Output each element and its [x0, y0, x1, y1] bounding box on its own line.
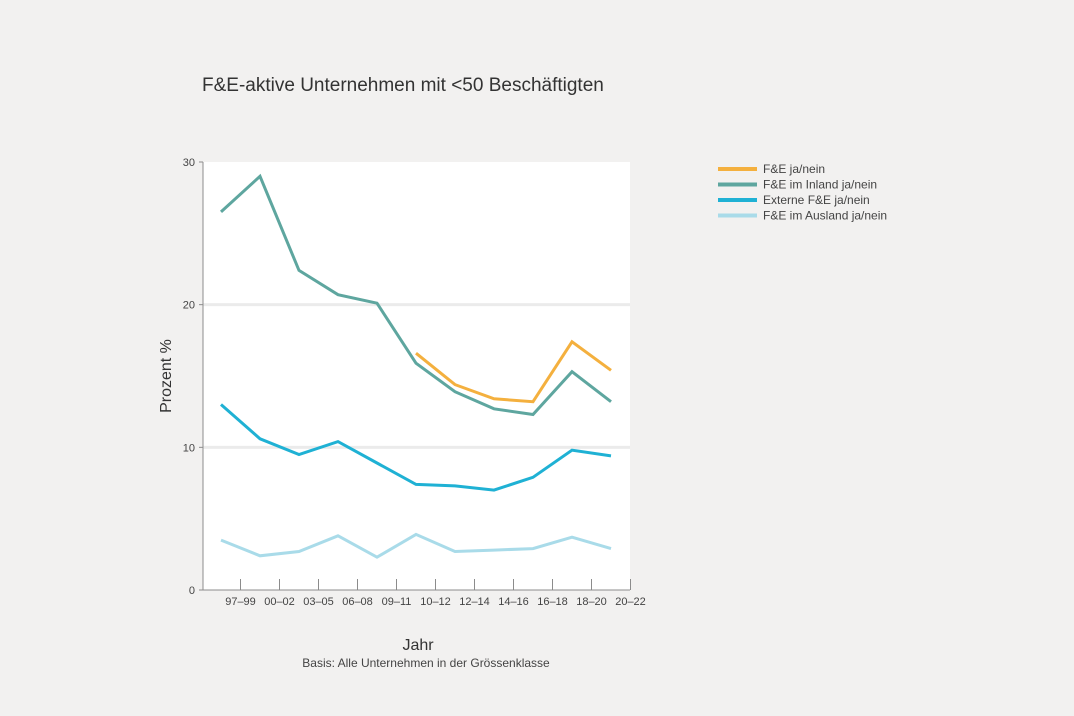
- x-tick-label-20–22: 20–22: [615, 596, 646, 608]
- y-tick-label-20: 20: [183, 300, 195, 312]
- x-tick-label-18–20: 18–20: [576, 596, 607, 608]
- series-line-2: [220, 403, 612, 492]
- grid-lines: [203, 303, 630, 449]
- plot-area: [203, 162, 630, 590]
- y-tick-label-0: 0: [189, 585, 195, 597]
- series-line-0: [415, 339, 612, 404]
- chart-title: F&E-aktive Unternehmen mit <50 Beschäfti…: [202, 75, 604, 96]
- x-tick-labels: 97–99 00–02 03–05 06–08 09–11 10–12 12–14 14–16…: [225, 596, 646, 608]
- series-lines: [219, 173, 612, 559]
- x-tick-label-16–18: 16–18: [537, 596, 568, 608]
- x-tick-label-00–02: 00–02: [264, 596, 295, 608]
- legend-label-2: Externe F&E ja/nein: [763, 193, 870, 207]
- axes: [199, 161, 631, 591]
- y-tick-labels: 0 10 20 30: [183, 157, 195, 597]
- y-tick-label-30: 30: [183, 157, 195, 169]
- plot-background: [203, 162, 630, 590]
- series-line-3: [220, 532, 612, 559]
- y-tick-label-10: 10: [183, 442, 195, 454]
- legend: F&E ja/nein F&E im Inland ja/neinExterne …: [718, 162, 887, 223]
- x-tick-label-06–08: 06–08: [342, 596, 373, 608]
- x-tick-label-14–16: 14–16: [498, 596, 529, 608]
- legend-label-3: F&E im Ausland ja/nein: [763, 209, 887, 223]
- x-tick-label-12–14: 12–14: [459, 596, 490, 608]
- x-tick-label-03–05: 03–05: [303, 596, 334, 608]
- x-tick-label-97–99: 97–99: [225, 596, 256, 608]
- legend-label-1: F&E im Inland ja/nein: [763, 178, 877, 192]
- y-axis-title: Prozent %: [158, 339, 175, 413]
- x-tick-label-09–11: 09–11: [382, 596, 412, 608]
- basis-note: Basis: Alle Unternehmen in der Grössenkl…: [302, 656, 550, 670]
- series-line-1: [219, 173, 612, 417]
- x-axis-title: Jahr: [402, 637, 434, 654]
- legend-label-0: F&E ja/nein: [763, 162, 825, 176]
- x-tick-label-10–12: 10–12: [420, 596, 451, 608]
